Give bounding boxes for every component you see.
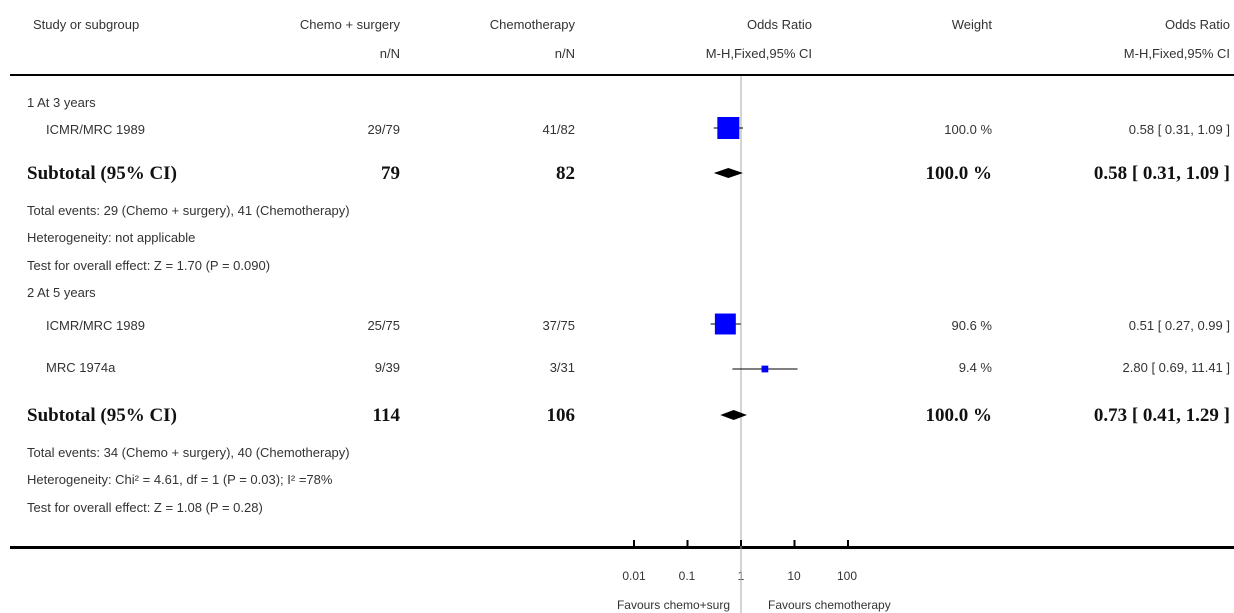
subtotal-label: Subtotal (95% CI) [27,405,177,426]
study-ci: 2.80 [ 0.69, 11.41 ] [1122,360,1230,375]
subtotal-weight: 100.0 % [925,163,993,184]
header-weight: Weight [951,17,992,32]
study-name: MRC 1974a [46,360,116,375]
subtotal-ctrl: 106 [546,405,576,426]
study-weight: 100.0 % [944,122,992,137]
subtotal-weight: 100.0 % [925,405,993,426]
study-exp: 25/75 [367,318,400,333]
study-exp: 29/79 [367,122,400,137]
header-odds-ratio-2: Odds Ratio [1164,17,1230,32]
axis-tick-label: 0.01 [622,569,646,583]
axis-tick-label: 10 [787,569,801,583]
header-odds-ratio: Odds Ratio [746,17,812,32]
study-name: ICMR/MRC 1989 [46,122,145,137]
study-weight: 90.6 % [951,318,992,333]
note-overall-effect: Test for overall effect: Z = 1.70 (P = 0… [27,258,271,273]
study-ci: 0.51 [ 0.27, 0.99 ] [1128,318,1230,333]
study-exp: 9/39 [374,360,400,375]
study-ctrl: 3/31 [549,360,575,375]
header-ctrl-sub: n/N [554,46,575,61]
note-heterogeneity: Heterogeneity: Chi² = 4.61, df = 1 (P = … [27,472,333,487]
subtotal-ci: 0.58 [ 0.31, 1.09 ] [1093,163,1230,184]
subtotal-ci: 0.73 [ 0.41, 1.29 ] [1093,405,1230,426]
study-point-box [717,117,740,139]
group-label: 1 At 3 years [27,95,96,110]
header-exp: Chemo + surgery [299,17,400,32]
study-point-box [714,313,736,335]
study-ctrl: 41/82 [542,122,575,137]
subtotal-diamond [713,168,744,178]
subtotal-label: Subtotal (95% CI) [27,163,177,184]
subtotal-diamond [720,410,747,420]
header-or-sub: M-H,Fixed,95% CI [705,46,812,61]
header-divider [10,74,1234,76]
header-or2-sub: M-H,Fixed,95% CI [1123,46,1230,61]
header-exp-sub: n/N [379,46,400,61]
favours-left-label: Favours chemo+surg [616,598,730,612]
header-study: Study or subgroup [33,17,140,32]
favours-right-label: Favours chemotherapy [768,598,891,612]
note-heterogeneity: Heterogeneity: not applicable [27,230,196,245]
footer-divider [10,546,1234,549]
group-label: 2 At 5 years [27,285,96,300]
study-name: ICMR/MRC 1989 [46,318,145,333]
study-point-box [761,365,769,373]
axis-tick-label: 100 [836,569,858,583]
header-ctrl: Chemotherapy [489,17,575,32]
subtotal-exp: 114 [372,405,400,426]
axis-tick-label: 0.1 [678,569,696,583]
subtotal-exp: 79 [381,163,400,184]
study-ci: 0.58 [ 0.31, 1.09 ] [1128,122,1230,137]
note-total-events: Total events: 34 (Chemo + surgery), 40 (… [27,445,350,460]
note-total-events: Total events: 29 (Chemo + surgery), 41 (… [27,203,350,218]
study-weight: 9.4 % [958,360,992,375]
study-ctrl: 37/75 [542,318,575,333]
note-overall-effect: Test for overall effect: Z = 1.08 (P = 0… [27,500,263,515]
subtotal-ctrl: 82 [556,163,575,184]
